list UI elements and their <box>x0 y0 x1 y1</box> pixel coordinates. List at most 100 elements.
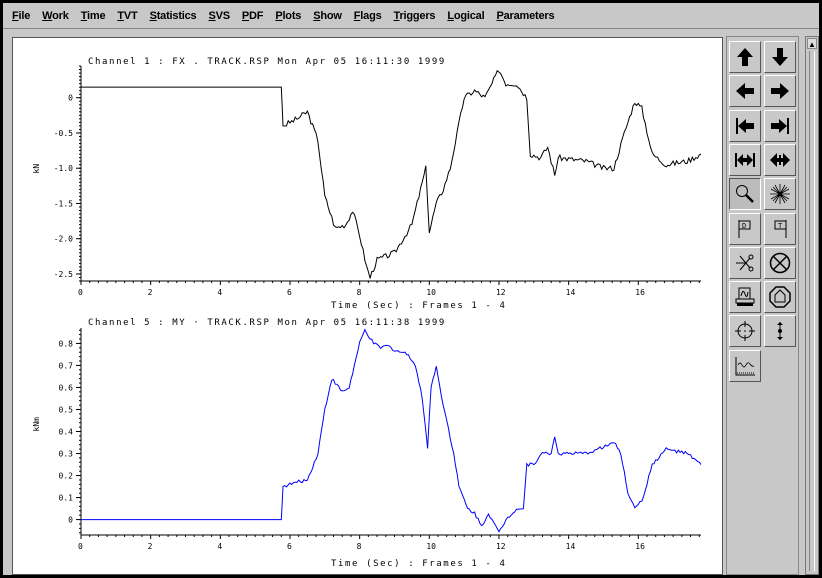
y-tick-label: 0.5 <box>59 405 74 414</box>
y-tick-label: -2.0 <box>54 235 73 244</box>
scissors-cut-button[interactable] <box>729 246 761 279</box>
menu-pdf[interactable]: PDF <box>241 9 264 22</box>
stop-sign-button[interactable] <box>764 281 796 314</box>
menu-statistics[interactable]: Statistics <box>149 9 197 22</box>
contract-horizontal-icon <box>770 152 790 167</box>
x-tick-label: 4 <box>217 542 222 551</box>
menu-show[interactable]: Show <box>313 9 342 22</box>
expand-horizontal-button[interactable] <box>729 143 761 176</box>
arrow-left-button[interactable] <box>729 75 761 108</box>
menu-work[interactable]: Work <box>42 9 69 22</box>
burst-zoom-out-icon <box>770 184 790 205</box>
arrow-to-right-bar-button[interactable] <box>764 109 796 142</box>
menu-file[interactable]: File <box>12 9 31 22</box>
menu-logical[interactable]: Logical <box>447 9 485 22</box>
arrow-up-icon <box>737 48 753 66</box>
x-tick-label: 12 <box>496 288 506 297</box>
x-tick-label: 16 <box>635 542 645 551</box>
plot-area[interactable]: Channel 1 : FX . TRACK.RSP Mon Apr 05 16… <box>12 37 723 575</box>
chart-title: Channel 1 : FX . TRACK.RSP Mon Apr 05 16… <box>88 57 446 67</box>
y-axis-label: kN <box>32 164 41 174</box>
scissors-cut-icon <box>736 254 754 272</box>
waveform-plot-button[interactable] <box>729 349 761 382</box>
flag-d-button[interactable]: D <box>729 212 761 245</box>
y-tick-label: 0 <box>68 516 73 525</box>
scroll-track[interactable] <box>809 51 815 571</box>
chart-title: Channel 5 : MY · TRACK.RSP Mon Apr 05 16… <box>88 318 446 328</box>
vertical-cursor-button[interactable] <box>764 315 796 348</box>
series-line <box>81 69 702 279</box>
delete-circle-x-icon <box>769 252 791 274</box>
arrow-to-left-bar-icon <box>736 117 754 134</box>
arrow-to-left-bar-button[interactable] <box>729 109 761 142</box>
x-tick-label: 10 <box>426 542 436 551</box>
flag-d-icon: D <box>738 219 751 238</box>
arrow-down-button[interactable] <box>764 41 796 73</box>
crosshair-target-button[interactable] <box>729 315 761 348</box>
arrow-down-icon <box>772 48 788 66</box>
stop-sign-icon <box>769 286 791 308</box>
x-tick-label: 2 <box>148 288 153 297</box>
y-tick-label: -1.0 <box>54 164 73 173</box>
x-tick-label: 8 <box>357 542 362 551</box>
waveform-plot-icon <box>735 356 755 376</box>
expand-horizontal-icon <box>735 152 755 167</box>
arrow-right-button[interactable] <box>764 75 796 108</box>
contract-horizontal-button[interactable] <box>764 143 796 176</box>
burst-zoom-out-button[interactable] <box>764 178 796 211</box>
arrow-to-right-bar-icon <box>771 117 789 134</box>
vertical-scrollbar[interactable]: ▲ <box>805 36 819 575</box>
zoom-magnifier-button[interactable] <box>729 178 761 211</box>
svg-text:T: T <box>778 222 783 230</box>
y-tick-label: 0.1 <box>59 494 74 503</box>
y-tick-label: -0.5 <box>54 129 73 138</box>
menu-time[interactable]: Time <box>80 9 106 22</box>
chart-1: Channel 1 : FX . TRACK.RSP Mon Apr 05 16… <box>32 57 702 311</box>
menu-plots[interactable]: Plots <box>275 9 302 22</box>
menu-triggers[interactable]: Triggers <box>393 9 436 22</box>
x-tick-label: 14 <box>566 542 576 551</box>
menu-flags[interactable]: Flags <box>353 9 382 22</box>
menu-svs[interactable]: SVS <box>208 9 230 22</box>
flag-t-icon: T <box>774 219 787 238</box>
x-tick-label: 2 <box>148 542 153 551</box>
x-tick-label: 10 <box>426 288 436 297</box>
chart-2: Channel 5 : MY · TRACK.RSP Mon Apr 05 16… <box>32 318 702 569</box>
svg-text:D: D <box>742 222 746 230</box>
scroll-up-arrow-icon[interactable]: ▲ <box>807 38 817 49</box>
y-tick-label: -1.5 <box>54 199 73 208</box>
y-tick-label: 0.7 <box>59 361 74 370</box>
y-tick-label: 0.4 <box>59 428 74 437</box>
arrow-left-icon <box>736 83 754 100</box>
zoom-magnifier-icon <box>736 185 754 204</box>
arrow-up-button[interactable] <box>729 41 761 73</box>
x-tick-label: 16 <box>635 288 645 297</box>
menu-tvt[interactable]: TVT <box>117 9 138 22</box>
print-button[interactable] <box>729 281 761 314</box>
x-axis-label: Time (Sec) : Frames 1 - 4 <box>331 559 506 569</box>
x-tick-label: 12 <box>496 542 506 551</box>
x-tick-label: 0 <box>78 288 83 297</box>
x-tick-label: 4 <box>217 288 222 297</box>
menu-parameters[interactable]: Parameters <box>496 9 555 22</box>
y-tick-label: -2.5 <box>54 270 73 279</box>
y-tick-label: 0.2 <box>59 472 74 481</box>
crosshair-target-icon <box>735 321 755 342</box>
x-axis-label: Time (Sec) : Frames 1 - 4 <box>331 301 506 311</box>
y-axis-label: kNm <box>32 417 41 432</box>
menu-bar: File Work Time TVT Statistics SVS PDF Pl… <box>3 3 819 29</box>
y-tick-label: 0 <box>68 94 73 103</box>
delete-circle-x-button[interactable] <box>764 246 796 279</box>
flag-t-button[interactable]: T <box>764 212 796 245</box>
x-tick-label: 6 <box>287 542 292 551</box>
x-tick-label: 6 <box>287 288 292 297</box>
vertical-cursor-icon <box>777 322 783 341</box>
application-window: File Work Time TVT Statistics SVS PDF Pl… <box>3 3 819 575</box>
x-tick-label: 8 <box>357 288 362 297</box>
print-icon <box>735 287 755 307</box>
y-tick-label: 0.8 <box>59 339 74 348</box>
arrow-right-icon <box>771 83 789 100</box>
x-tick-label: 14 <box>566 288 576 297</box>
series-line <box>81 328 702 533</box>
